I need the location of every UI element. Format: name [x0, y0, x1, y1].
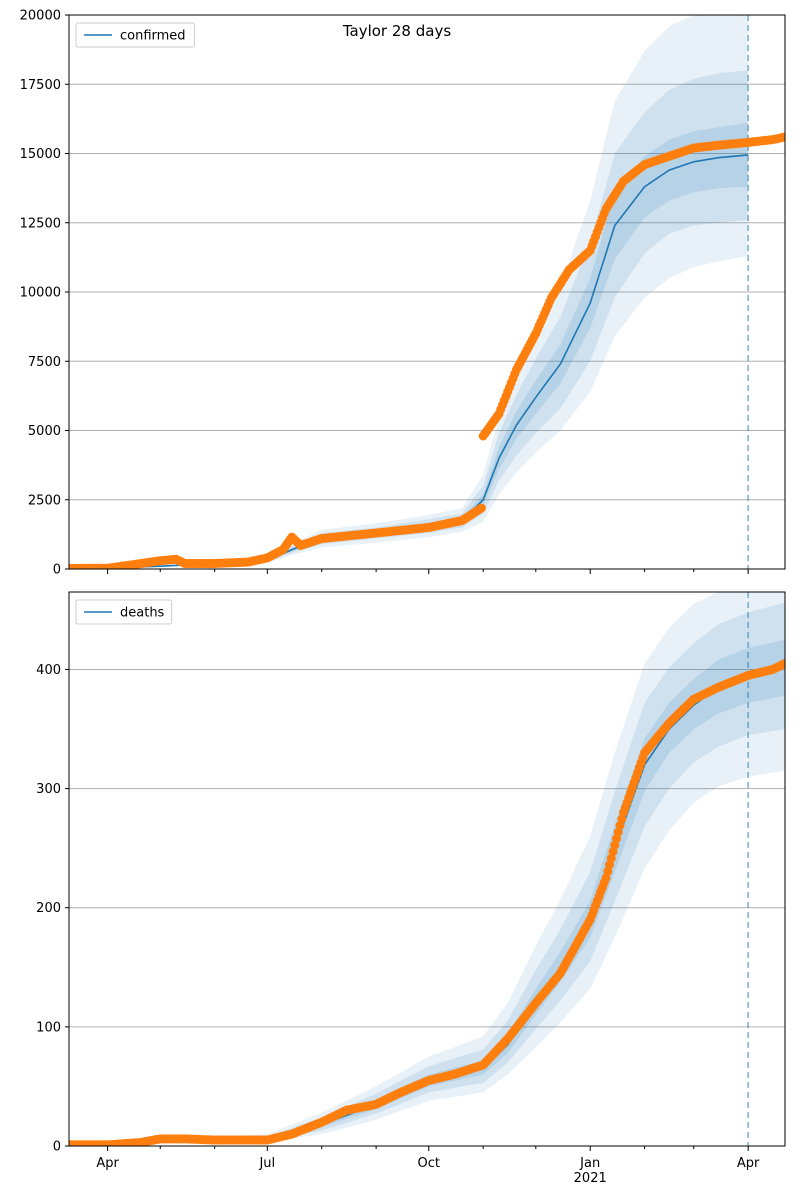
legend-box [75, 599, 173, 625]
x-tick-label: Jan [579, 1156, 600, 1171]
uncertainty-band-80 [69, 602, 785, 1145]
y-tick-label: 200 [36, 901, 61, 916]
y-tick-label: 2500 [28, 493, 61, 508]
y-tick-label: 20000 [20, 9, 61, 24]
y-tick-label: 7500 [28, 355, 61, 370]
x-tick-label: Oct [418, 1156, 440, 1171]
axes-frame [68, 591, 786, 1147]
y-tick-label: 17500 [20, 78, 61, 93]
y-tick-label: 400 [36, 663, 61, 678]
uncertainty-band-95 [69, 15, 749, 569]
y-tick-label: 5000 [28, 424, 61, 439]
legend-label: confirmed [120, 29, 186, 44]
x-tick-year-label: 2021 [574, 1171, 607, 1186]
observed-point [780, 132, 785, 142]
y-tick-label: 10000 [20, 286, 61, 301]
y-tick-label: 300 [36, 782, 61, 797]
y-tick-label: 15000 [20, 147, 61, 162]
plot-area [69, 15, 785, 569]
y-tick-label: 0 [53, 563, 61, 578]
x-tick-label: Apr [737, 1156, 760, 1171]
x-tick-label: Apr [96, 1156, 119, 1171]
plot-area [69, 592, 785, 1146]
observed-point [476, 503, 486, 513]
uncertainty-band-95 [69, 592, 785, 1146]
legend-label: deaths [120, 606, 165, 621]
x-tick-label: Jul [258, 1156, 275, 1171]
deaths-panel: 0 100 200 300 400 Apr Jul Oct Jan Apr 2021 deaths [36, 591, 786, 1186]
confirmed-panel: 0 2500 5000 7500 10000 12500 15000 17500 20000 co… [20, 9, 786, 578]
legend-box [75, 22, 195, 48]
uncertainty-band-80 [69, 70, 749, 569]
y-tick-label: 12500 [20, 216, 61, 231]
uncertainty-band-50 [69, 123, 749, 569]
y-tick-label: 100 [36, 1020, 61, 1035]
y-tick-label: 0 [53, 1140, 61, 1155]
observed-point [780, 659, 785, 668]
figure-title: Taylor 28 days [342, 22, 451, 40]
